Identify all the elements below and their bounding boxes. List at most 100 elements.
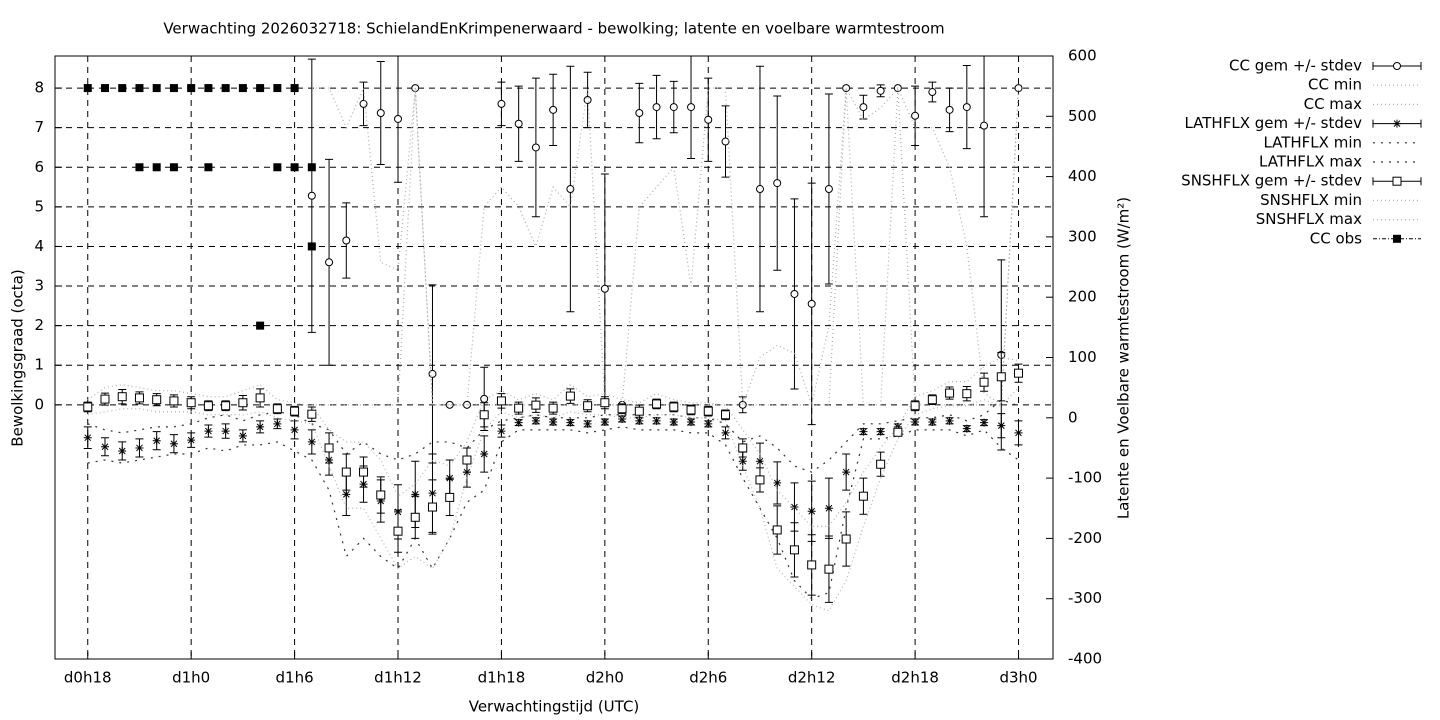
x-tick-label: d1h0 <box>172 669 210 687</box>
data-point <box>876 459 886 469</box>
data-point <box>428 369 437 378</box>
legend-label: SNSHFLX max <box>1256 210 1362 228</box>
data-point <box>290 406 300 416</box>
data-point <box>686 405 696 415</box>
y2-tick-label: -100 <box>1068 469 1102 487</box>
obs-point <box>152 163 161 172</box>
obs-point <box>307 163 316 172</box>
data-point <box>290 425 299 434</box>
data-point <box>134 393 144 403</box>
data-point <box>859 103 868 112</box>
data-point <box>703 406 713 416</box>
data-point <box>186 398 196 408</box>
data-point <box>669 418 678 427</box>
data-point <box>1014 428 1023 437</box>
data-point <box>514 403 524 413</box>
y-tick-label: 4 <box>34 237 44 255</box>
legend-label: SNSHFLX min <box>1260 191 1362 209</box>
legend-label: LATHFLX max <box>1259 153 1362 171</box>
data-point <box>617 404 627 414</box>
series-line <box>87 387 1019 612</box>
data-point <box>824 564 834 574</box>
data-point <box>100 394 110 404</box>
obs-point <box>204 163 213 172</box>
y2-axis-label: Latente en Voelbare warmtestroom (W/m²) <box>1115 197 1133 519</box>
data-point <box>549 105 558 114</box>
x-tick-label: d3h0 <box>999 669 1037 687</box>
series-line <box>87 426 1019 600</box>
data-point <box>531 400 541 410</box>
data-point <box>721 137 730 146</box>
data-point <box>393 526 403 536</box>
data-point <box>962 103 971 112</box>
data-point <box>704 419 713 428</box>
obs-point <box>169 163 178 172</box>
data-point <box>480 449 489 458</box>
legend-marker <box>1393 234 1401 243</box>
data-point <box>342 490 351 499</box>
data-point <box>255 393 265 403</box>
data-point <box>755 457 764 466</box>
data-point <box>169 396 179 406</box>
obs-point <box>118 84 127 93</box>
data-point <box>496 396 506 406</box>
x-tick-label: d1h18 <box>478 669 526 687</box>
data-point <box>979 377 989 387</box>
data-point <box>980 121 989 130</box>
y-tick-label: 5 <box>34 197 44 215</box>
data-point <box>893 422 902 431</box>
data-point <box>583 401 593 411</box>
data-point <box>738 400 747 409</box>
data-point <box>876 427 885 436</box>
data-point <box>928 418 937 427</box>
data-point <box>772 525 782 535</box>
data-point <box>600 418 609 427</box>
data-point <box>893 427 903 437</box>
data-point <box>427 502 437 512</box>
data-point <box>256 422 265 431</box>
data-point <box>324 443 334 453</box>
data-point <box>307 191 316 200</box>
legend-label: CC max <box>1304 95 1363 113</box>
data-point <box>341 467 351 477</box>
data-point <box>394 114 403 123</box>
obs-point <box>135 84 144 93</box>
data-point <box>927 395 937 405</box>
x-tick-label: d2h0 <box>586 669 624 687</box>
data-point <box>204 427 213 436</box>
data-point <box>790 503 799 512</box>
data-point <box>945 388 955 398</box>
data-point <box>738 457 747 466</box>
legend-label: CC obs <box>1310 229 1362 247</box>
data-point <box>669 103 678 112</box>
data-point <box>928 88 937 97</box>
legend-label: LATHFLX gem +/- stdev <box>1184 114 1362 132</box>
data-point <box>824 504 833 513</box>
data-point <box>273 419 282 428</box>
data-point <box>342 236 351 245</box>
data-point <box>773 478 782 487</box>
y-tick-label: 1 <box>34 356 44 374</box>
data-point <box>773 179 782 188</box>
legend-label: CC min <box>1308 76 1362 94</box>
data-point <box>789 545 799 555</box>
data-point <box>807 299 816 308</box>
data-point <box>445 492 455 502</box>
data-point <box>169 439 178 448</box>
data-point <box>272 404 282 414</box>
data-point <box>100 442 109 451</box>
obs-point <box>221 84 230 93</box>
y-tick-label: 8 <box>34 79 44 97</box>
data-point <box>842 468 851 477</box>
data-point <box>118 446 127 455</box>
data-point <box>755 475 765 485</box>
data-point <box>152 395 162 405</box>
data-point <box>583 419 592 428</box>
data-point <box>687 418 696 427</box>
data-point <box>531 416 540 425</box>
data-point <box>841 534 851 544</box>
data-point <box>652 103 661 112</box>
plot-frame <box>54 55 1054 660</box>
x-tick-label: d0h18 <box>64 669 112 687</box>
